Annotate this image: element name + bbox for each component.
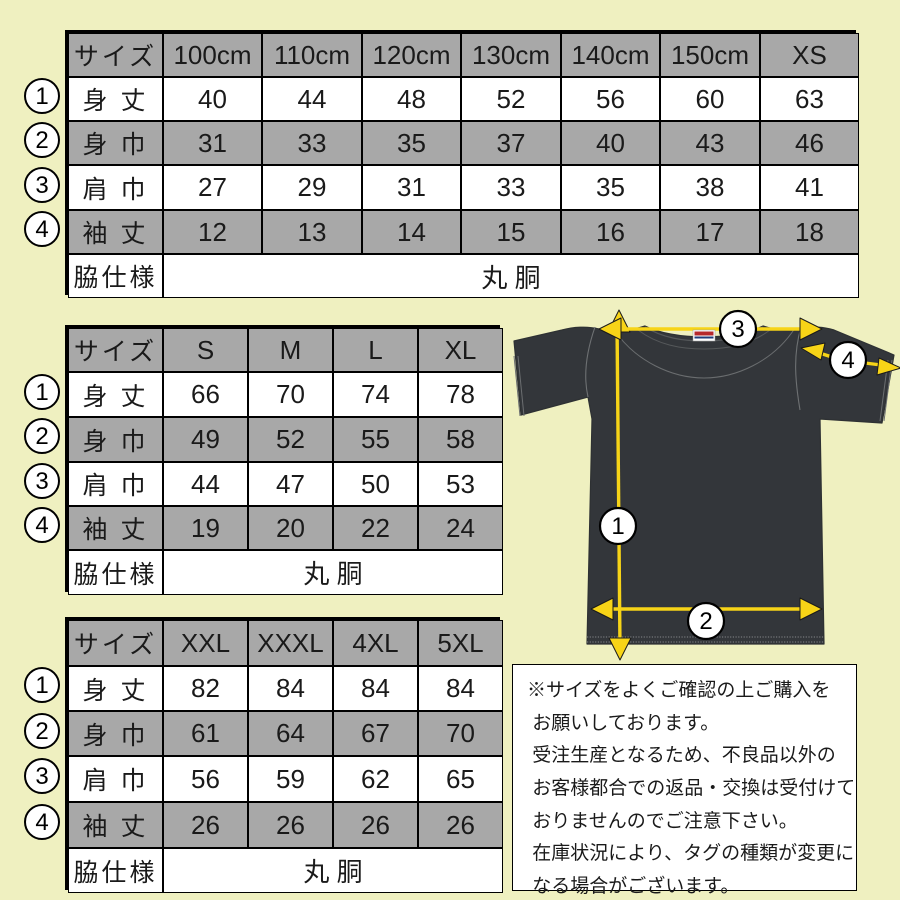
svg-text:2: 2 <box>699 608 712 635</box>
svg-text:4: 4 <box>841 347 854 374</box>
svg-text:1: 1 <box>611 513 624 540</box>
svg-text:3: 3 <box>731 316 744 343</box>
